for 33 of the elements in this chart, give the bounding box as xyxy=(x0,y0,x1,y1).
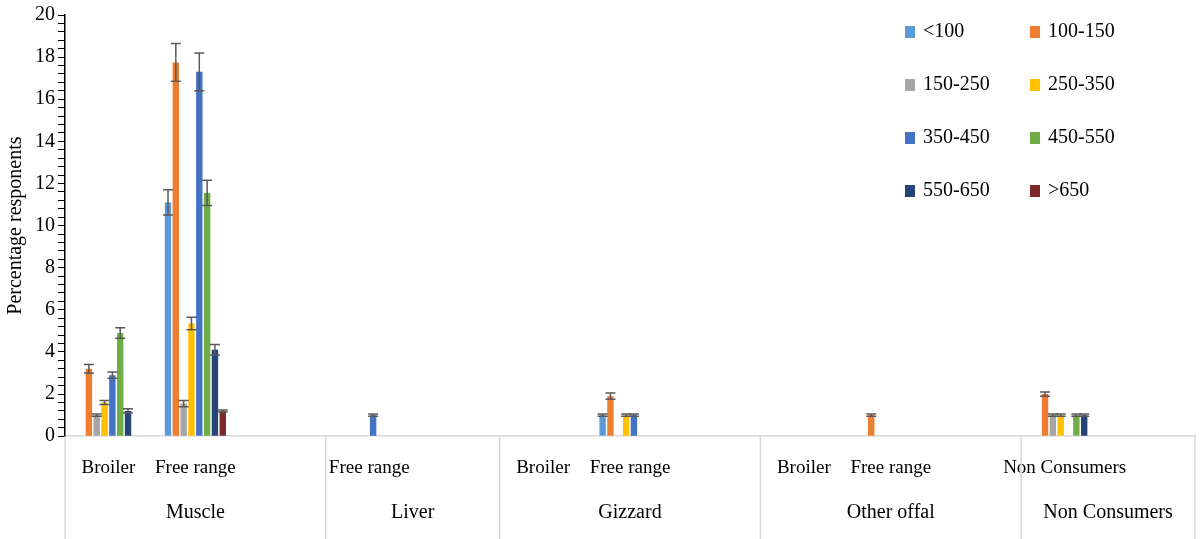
legend-label: 350-450 xyxy=(923,125,990,148)
x-tick-label: Free range xyxy=(589,455,671,477)
y-tick-label: 4 xyxy=(45,339,55,362)
y-tick-label: 6 xyxy=(45,297,55,320)
y-tick-label: 0 xyxy=(45,423,55,446)
x-tick-label: Free range xyxy=(155,455,236,477)
text: Other offal xyxy=(846,500,936,523)
y-axis-title: Percentage responents xyxy=(3,136,27,315)
y-tick-label: 2 xyxy=(45,381,55,404)
legend-label: 450-550 xyxy=(1048,125,1115,148)
y-tick-label: 20 xyxy=(35,2,55,25)
legend-label: 550-650 xyxy=(923,178,990,201)
y-tick-label: 10 xyxy=(35,212,55,235)
y-tick-label: 16 xyxy=(35,86,55,109)
text: Muscle xyxy=(165,500,225,523)
x-tick-label: Broiler xyxy=(516,455,571,477)
x-tick-label: Non Consumers xyxy=(1003,455,1127,477)
x-tick-label: Free range xyxy=(850,455,932,477)
y-tick-label: 14 xyxy=(35,128,55,151)
legend-label: 250-350 xyxy=(1048,72,1115,95)
text: Liver xyxy=(391,500,435,523)
y-tick-label: 12 xyxy=(35,170,55,193)
x-tick-label: Broiler xyxy=(776,455,832,477)
legend-label: >650 xyxy=(1048,178,1090,201)
legend-label: 150-250 xyxy=(923,72,990,95)
y-tick-label: 8 xyxy=(45,254,55,277)
y-tick-label: 18 xyxy=(35,44,55,67)
text: Gizzard xyxy=(598,500,662,523)
x-tick-label: Free range xyxy=(328,455,410,477)
legend-label: 100-150 xyxy=(1048,19,1115,42)
text: Non Consumers xyxy=(1043,500,1174,523)
legend-label: <100 xyxy=(923,19,965,42)
x-tick-label: Broiler xyxy=(81,455,137,477)
